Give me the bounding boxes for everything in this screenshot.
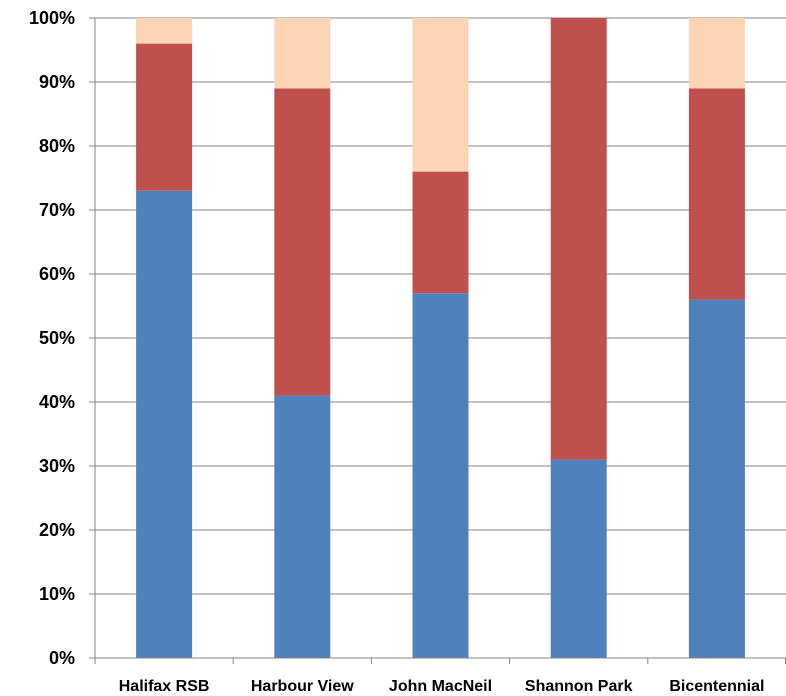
bar-segment: [136, 43, 193, 191]
bar-segment: [412, 171, 469, 294]
bar-segment: [412, 18, 469, 172]
y-tick-label: 40%: [39, 392, 75, 412]
y-tick-label: 20%: [39, 520, 75, 540]
y-tick-label: 100%: [29, 8, 75, 28]
y-tick-label: 30%: [39, 456, 75, 476]
bar-segment: [412, 293, 469, 658]
y-tick-label: 50%: [39, 328, 75, 348]
y-tick-label: 0%: [49, 648, 75, 668]
bar-segment: [688, 299, 745, 658]
labels: 0% 10% 20% 30% 40% 50% 60% 70% 80% 90% 100% Halifax…: [29, 8, 765, 695]
y-tick-label: 10%: [39, 584, 75, 604]
bar-segment: [550, 18, 607, 460]
x-tick-label: Halifax RSB: [119, 678, 210, 695]
y-tick-label: 70%: [39, 200, 75, 220]
y-tick-label: 80%: [39, 136, 75, 156]
bar-segment: [550, 459, 607, 658]
bar-segment: [274, 18, 331, 89]
bar-segment: [136, 18, 193, 44]
x-tick-label: Bicentennial: [669, 678, 764, 695]
bar-segment: [274, 88, 331, 396]
x-tick-label: John MacNeil: [389, 678, 492, 695]
y-tick-label: 90%: [39, 72, 75, 92]
x-tick-label: Shannon Park: [525, 678, 633, 695]
bar-segment: [688, 88, 745, 300]
x-tick-label: Harbour View: [251, 678, 354, 695]
y-tick-label: 60%: [39, 264, 75, 284]
bar-segment: [688, 18, 745, 89]
bars: [136, 18, 745, 659]
bar-segment: [274, 395, 331, 658]
bar-segment: [136, 190, 193, 659]
